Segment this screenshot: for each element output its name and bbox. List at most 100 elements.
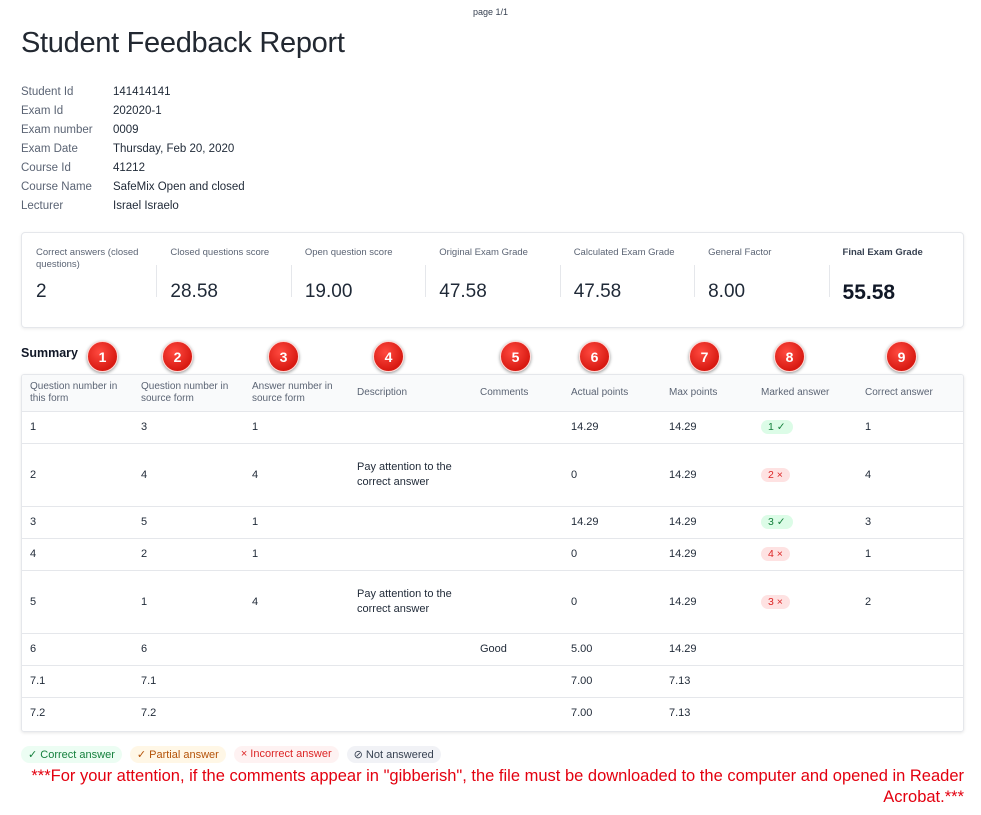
cell-comments: Good (472, 633, 563, 666)
cell-question: 3 (22, 506, 133, 539)
column-header: Comments (472, 375, 563, 412)
cell-source-answer: 1 (244, 506, 349, 539)
legend-not-answered: ⊘ Not answered (346, 746, 441, 763)
cell-source-question: 5 (133, 506, 244, 539)
cell-correct-answer (857, 633, 963, 666)
detail-value: Israel Israelo (113, 199, 179, 212)
detail-label: Course Name (21, 180, 92, 193)
detail-row-lecturer: Lecturer Israel Israelo (21, 196, 245, 215)
cell-source-answer: 4 (244, 443, 349, 507)
detail-label: Lecturer (21, 199, 64, 212)
cell-correct-answer: 3 (857, 506, 963, 539)
cell-actual-points: 14.29 (563, 506, 661, 539)
cell-source-question: 3 (133, 411, 244, 444)
stat-label: General Factor (708, 247, 772, 258)
cell-comments (472, 538, 563, 571)
cell-description (349, 665, 472, 698)
detail-row-student-id: Student Id 141414141 (21, 82, 245, 101)
cell-max-points: 14.29 (661, 633, 753, 666)
page-title: Student Feedback Report (21, 27, 345, 59)
summary-heading: Summary (21, 346, 78, 360)
stat-label: Open question score (304, 247, 393, 258)
cell-correct-answer: 1 (857, 538, 963, 571)
column-marker-3: 3 (268, 341, 299, 372)
cell-source-answer (244, 665, 349, 698)
cell-description (349, 633, 472, 666)
cell-source-question: 7.1 (133, 665, 244, 698)
page-indicator: page 1/1 (472, 7, 509, 17)
table-header-row: Question number in this form Question nu… (22, 375, 963, 412)
cell-comments (472, 411, 563, 444)
column-marker-7: 7 (689, 341, 720, 372)
stat-correct-answers: Correct answers (closed questions) 2 (22, 233, 156, 327)
detail-row-course-id: Course Id 41212 (21, 158, 245, 177)
column-header: Question number in source form (133, 375, 244, 412)
table-row: 7.2 7.2 7.00 7.13 (22, 697, 963, 729)
cell-correct-answer (857, 665, 963, 698)
cell-correct-answer (857, 697, 963, 729)
cell-marked-answer (753, 633, 857, 666)
cell-source-question: 2 (133, 538, 244, 571)
detail-label: Student Id (21, 85, 74, 98)
cell-marked-answer: 3 ✓ (753, 506, 857, 539)
cell-question: 7.2 (30, 707, 46, 720)
detail-row-course-name: Course Name SafeMix Open and closed (21, 177, 245, 196)
marked-answer-badge: 2 × (761, 467, 790, 482)
column-marker-8: 8 (774, 341, 805, 372)
cell-description (349, 697, 472, 729)
cell-actual-points: 7.00 (571, 707, 593, 720)
cell-marked-answer: 1 ✓ (753, 411, 857, 444)
column-marker-9: 9 (886, 341, 917, 372)
cell-max-points: 14.29 (661, 443, 753, 507)
column-marker-1: 1 (87, 341, 118, 372)
cell-description: Pay attention to the correct answer (349, 443, 472, 507)
column-header: Description (349, 375, 472, 412)
cell-max-points: 14.29 (661, 570, 753, 634)
cell-source-answer (244, 697, 349, 729)
cell-question: 1 (22, 411, 133, 444)
cell-marked-answer (753, 665, 857, 698)
cell-max-points: 14.29 (661, 506, 753, 539)
stat-value: 19.00 (304, 281, 353, 302)
cell-marked-answer: 3 × (753, 570, 857, 634)
cell-question: 4 (22, 538, 133, 571)
stat-value: 28.58 (170, 281, 218, 302)
cell-marked-answer: 2 × (753, 443, 857, 507)
cell-max-points: 7.13 (669, 707, 691, 720)
detail-value: Thursday, Feb 20, 2020 (113, 142, 235, 155)
cell-description (349, 411, 472, 444)
detail-row-exam-id: Exam Id 202020-1 (21, 101, 245, 120)
stat-final-grade: Final Exam Grade 55.58 (828, 233, 963, 327)
grade-summary-card: Correct answers (closed questions) 2 Clo… (21, 232, 964, 328)
cell-question: 2 (22, 443, 133, 507)
legend-partial: ✓ Partial answer (129, 746, 226, 763)
table-row: 6 6 Good 5.00 14.29 (22, 633, 963, 666)
cell-question: 6 (22, 633, 133, 666)
detail-label: Course Id (21, 161, 71, 174)
cell-max-points: 14.29 (661, 538, 753, 571)
column-header: Actual points (563, 375, 661, 412)
cell-actual-points: 7.00 (563, 665, 661, 698)
column-header: Correct answer (857, 375, 963, 412)
cell-max-points: 14.29 (661, 411, 753, 444)
cell-source-question: 1 (133, 570, 244, 634)
column-marker-2: 2 (162, 341, 193, 372)
cell-question: 5 (22, 570, 133, 634)
detail-label: Exam Id (21, 104, 64, 117)
stat-calculated-grade: Calculated Exam Grade 47.58 (559, 233, 694, 327)
detail-value: 141414141 (113, 85, 171, 98)
cell-question: 7.1 (22, 665, 133, 698)
detail-value: 0009 (113, 123, 139, 136)
cell-correct-answer: 1 (857, 411, 963, 444)
cell-source-answer (244, 633, 349, 666)
cell-comments (472, 697, 563, 729)
legend-correct: ✓ Correct answer (21, 746, 122, 763)
stat-value: 2 (36, 281, 47, 302)
table-row: 7.1 7.1 7.00 7.13 (22, 665, 963, 698)
cell-source-question: 4 (133, 443, 244, 507)
table-row: 3 5 1 14.29 14.29 3 ✓ 3 (22, 506, 963, 539)
marked-answer-badge: 3 × (761, 594, 790, 609)
table-row: 5 1 4 Pay attention to the correct answe… (22, 570, 963, 634)
cell-actual-points: 0 (563, 443, 661, 507)
cell-source-answer: 4 (244, 570, 349, 634)
